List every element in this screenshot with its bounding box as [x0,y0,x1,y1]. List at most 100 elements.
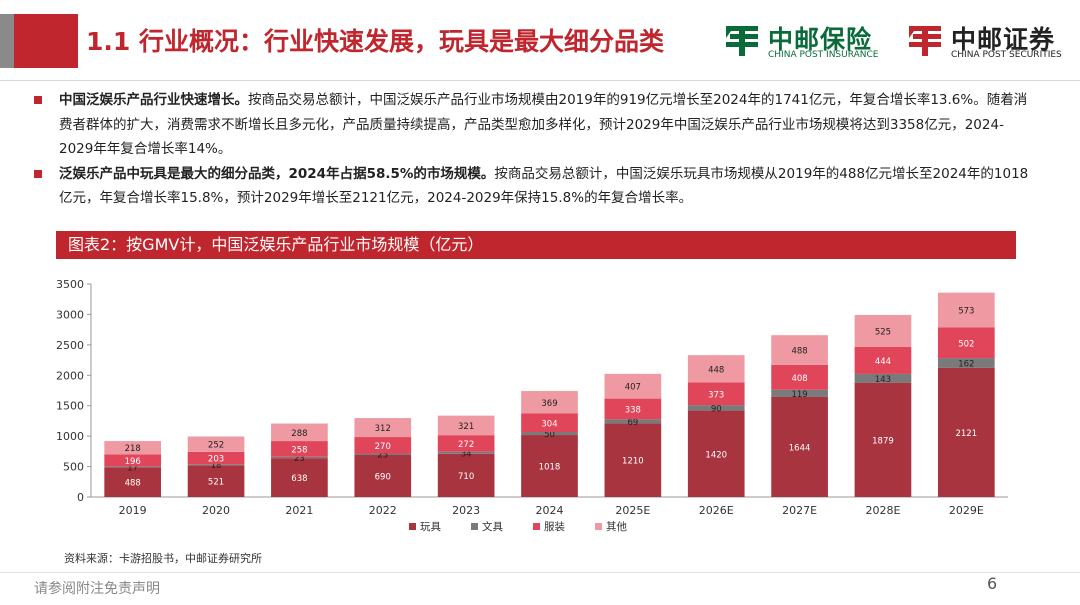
data-label: 373 [708,390,724,400]
legend-swatch [409,523,416,530]
bar-segment [187,465,245,497]
bar-segment [354,418,412,438]
x-tick-label: 2023 [452,504,480,517]
bar-segment [271,456,328,459]
bullet-body-text: 按商品交易总额计，中国泛娱乐玩具市场规模从2019年的488亿元增长至2024年… [59,165,1029,207]
y-tick-label: 3500 [56,278,84,291]
bar-segment [771,335,828,365]
bullet-item: 泛娱乐产品中玩具是最大的细分品类，2024年占据58.5%的市场规模。按商品交易… [34,162,1034,211]
bar-segment [604,398,662,420]
data-label: 270 [375,442,391,452]
data-label: 638 [291,474,307,484]
bullet-square-icon [34,169,42,178]
data-label: 573 [958,307,974,317]
data-label: 710 [458,472,474,482]
data-label: 525 [875,327,891,337]
bar-segment [604,373,662,399]
y-tick-label: 1000 [56,430,84,443]
data-label: 338 [625,405,641,415]
y-tick-label: 0 [77,491,84,504]
title-bar: 1.1 行业概况：行业快速发展，玩具是最大细分品类 [0,14,705,68]
bar-segment [937,327,995,359]
y-tick-label: 2500 [56,339,84,352]
data-label: 1420 [705,450,727,460]
data-label: 408 [791,374,807,384]
data-label: 312 [375,424,391,434]
bar-segment [521,413,578,433]
data-label: 690 [375,473,391,483]
data-label: 488 [125,479,141,489]
bar-segment [854,314,912,347]
data-label: 521 [208,478,224,488]
data-label: 18 [211,461,222,471]
data-label: 50 [544,430,555,440]
y-tick-label: 2000 [56,369,84,382]
data-label: 218 [125,444,141,454]
bar-segment [437,435,495,452]
footer-divider [0,572,1080,573]
page-title: 1.1 行业概况：行业快速发展，玩具是最大细分品类 [86,27,664,56]
data-label: 272 [458,440,474,450]
data-label: 288 [291,429,307,439]
data-label: 162 [958,359,974,369]
source-note: 资料来源：卡游招股书，中邮证券研究所 [64,552,262,565]
bar-segment [271,423,328,442]
bar-segment [521,435,578,497]
bullet-list: 中国泛娱乐产品行业快速增长。按商品交易总额计，中国泛娱乐产品行业市场规模由201… [34,88,1034,211]
bar-segment [604,423,662,497]
bar-segment [854,382,912,497]
bar-segment [437,453,495,497]
data-label: 23 [294,454,305,464]
china-post-securities-logo: 中邮证券 CHINA POST SECURITIES [905,20,1077,64]
x-tick-label: 2025E [615,504,650,517]
legend-label: 其他 [606,520,627,533]
data-label: 203 [208,455,224,465]
bar-segment [854,373,912,383]
bar-segment [104,454,162,467]
logo-securities-english: CHINA POST SECURITIES [951,50,1062,60]
page-number: 6 [987,574,998,593]
title-accent-red [14,14,78,68]
china-post-insurance-logo: 中邮保险 CHINA POST INSURANCE [722,20,897,64]
x-tick-label: 2020 [202,504,230,517]
data-label: 69 [627,418,638,428]
data-label: 1210 [622,457,644,467]
data-label: 502 [958,339,974,349]
data-label: 1644 [789,443,811,453]
data-label: 17 [127,463,138,473]
data-label: 2121 [955,429,977,439]
bar-segment [187,436,245,452]
data-label: 252 [208,441,224,451]
bar-segment [771,396,828,497]
bar-segment [771,389,828,397]
x-tick-label: 2027E [782,504,817,517]
bar-segment [604,419,662,424]
header-divider [0,80,1080,81]
x-tick-label: 2024 [536,504,564,517]
data-label: 90 [711,404,722,414]
legend-label: 服装 [544,520,565,533]
title-accent-gray [0,14,14,68]
data-label: 25 [377,451,388,461]
logo-insurance-english: CHINA POST INSURANCE [768,50,879,60]
x-tick-label: 2026E [699,504,734,517]
data-label: 448 [708,365,724,375]
bar-segment [687,382,745,406]
x-tick-label: 2019 [119,504,147,517]
data-label: 321 [458,422,474,432]
bar-segment [771,364,828,390]
bar-segment [271,441,328,457]
data-label: 488 [791,347,807,357]
data-label: 407 [625,383,641,393]
bar-segment [271,458,328,497]
bullet-bold-text: 泛娱乐产品中玩具是最大的细分品类，2024年占据58.5%的市场规模。 [59,165,495,182]
bar-segment [854,346,912,374]
data-label: 304 [541,419,557,429]
bar-segment [687,355,745,383]
bar-segment [354,453,412,456]
bar-segment [937,292,995,328]
data-label: 1018 [539,463,561,473]
bar-segment [687,405,745,411]
bar-segment [187,464,245,466]
